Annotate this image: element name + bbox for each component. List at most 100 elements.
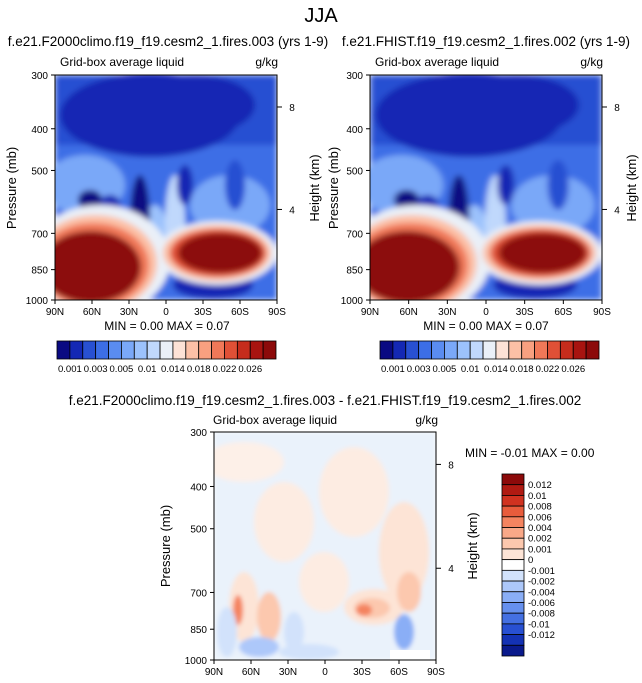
panel-left-title: f.e21.F2000climo.f19_f19.cesm2_1.fires.0… (8, 34, 328, 49)
panel-diff-colorbar-label: -0.002 (528, 577, 555, 588)
panel-right-colorbar-swatch (495, 340, 510, 360)
panel-left-colorbar-swatch (172, 340, 187, 360)
panel-left-x-tick-label: 60S (231, 307, 249, 318)
panel-diff-colorbar-label: -0.012 (528, 630, 555, 641)
panel-diff-y-tick-label: 400 (190, 482, 207, 493)
panel-right-y-tick-label: 700 (346, 229, 363, 240)
panel-diff-colorbar-swatch (501, 634, 525, 646)
panel-diff-colorbar-swatch (501, 495, 525, 507)
panel-left-stats: MIN = 0.00 MAX = 0.07 (104, 319, 230, 333)
panel-left-colorbar-swatch (82, 340, 97, 360)
panel-right-colorbar-swatch (585, 340, 600, 360)
panel-right-colorbar-label: 0.022 (536, 364, 560, 375)
panel-diff-colorbar-swatch (501, 505, 525, 518)
panel-left-colorbar-swatch (69, 340, 84, 360)
panel-diff-y-tick-label: 700 (190, 588, 207, 599)
panel-left-axes: 90N 60N 30N 0 30S 60S 90S 300 400 500 700 850 1000 8 4 (26, 71, 295, 318)
panel-left-x-tick-label: 90N (46, 307, 64, 318)
panel-left-y2label: Height (km) (307, 154, 322, 221)
panel-left-colorbar-swatch (121, 340, 135, 360)
panel-left-x-tick-label: 60N (83, 307, 101, 318)
panel-right-x-tick-label: 90S (593, 307, 611, 318)
panel-right-colorbar: 0.001 0.003 0.005 0.01 0.014 0.018 0.022 0.026 (379, 340, 600, 375)
panel-right-ylabel: Pressure (mb) (326, 147, 341, 229)
panel-right-y-tick-label: 500 (346, 166, 363, 177)
panel-diff-colorbar-swatch (501, 537, 525, 550)
panel-right-y-tick-label: 1000 (341, 296, 364, 307)
panel-right-colorbar-swatch (482, 340, 497, 360)
panel-diff-colorbar-swatch (501, 580, 525, 593)
panel-diff-colorbar-swatch (501, 644, 525, 657)
panel-right-colorbar-swatch (508, 340, 523, 360)
panel-diff-y-tick-label: 1000 (185, 656, 208, 667)
panel-right-x-tick-label: 90N (361, 307, 379, 318)
panel-diff-colorbar-label: -0.01 (528, 619, 550, 630)
panel-diff-y2-tick-label: 8 (448, 460, 454, 471)
panel-right-colorbar-swatch (559, 340, 574, 360)
panel-right-units: g/kg (580, 55, 603, 69)
panel-left-y-tick-label: 300 (31, 71, 48, 82)
panel-left-heatmap (55, 75, 277, 300)
panel-right-colorbar-swatch (379, 340, 394, 360)
panel-diff-y2-tick-label: 4 (448, 564, 454, 575)
panel-diff-title: f.e21.F2000climo.f19_f19.cesm2_1.fires.0… (69, 393, 582, 408)
panel-diff-colorbar-label: 0.006 (528, 512, 552, 523)
panel-diff: f.e21.F2000climo.f19_f19.cesm2_1.fires.0… (69, 393, 595, 678)
panel-diff-x-tick-label: 90S (427, 667, 445, 678)
panel-right: f.e21.FHIST.f19_f19.cesm2_1.fires.002 (y… (326, 34, 639, 375)
figure-title: JJA (304, 5, 338, 27)
panel-left-colorbar-label: 0.003 (84, 364, 108, 375)
panel-left-colorbar-label: 0.018 (187, 364, 211, 375)
panel-right-colorbar-swatch (418, 340, 432, 360)
panel-left-colorbar-swatch (198, 340, 212, 360)
panel-left-colorbar-label: 0.022 (213, 364, 237, 375)
panel-right-variable: Grid-box average liquid (375, 55, 499, 69)
panel-right-colorbar-swatch (547, 340, 561, 360)
panel-right-x-tick-label: 30N (438, 307, 456, 318)
panel-diff-colorbar-label: 0.002 (528, 534, 552, 545)
panel-left-colorbar-swatch (56, 340, 71, 360)
panel-left-colorbar-swatch (108, 340, 122, 360)
panel-diff-colorbar-swatch (501, 559, 525, 571)
panel-diff-x-tick-label: 0 (322, 667, 328, 678)
panel-left-y2-tick-label: 4 (289, 205, 295, 216)
panel-left-y-tick-label: 500 (31, 166, 48, 177)
panel-right-y-tick-label: 850 (346, 266, 363, 277)
panel-left-colorbar-swatch (211, 340, 225, 360)
panel-diff-colorbar-label: -0.008 (528, 609, 555, 620)
panel-left-y-tick-label: 700 (31, 229, 48, 240)
panel-right-stats: MIN = 0.00 MAX = 0.07 (423, 319, 549, 333)
panel-right-title: f.e21.FHIST.f19_f19.cesm2_1.fires.002 (y… (342, 34, 630, 49)
panel-right-colorbar-label: 0.014 (484, 364, 508, 375)
panel-left-y-tick-label: 400 (31, 125, 48, 136)
panel-right-colorbar-label: 0.018 (510, 364, 534, 375)
panel-diff-variable: Grid-box average liquid (213, 413, 337, 427)
panel-diff-y-tick-label: 300 (190, 428, 207, 439)
panel-left-colorbar: 0.001 0.003 0.005 0.01 0.014 0.018 0.022 0.026 (56, 340, 277, 375)
panel-diff-missing-patch (390, 650, 430, 660)
panel-left-colorbar-swatch (262, 340, 277, 360)
panel-right-y-tick-label: 300 (346, 71, 363, 82)
panel-right-x-tick-label: 60N (399, 307, 417, 318)
panel-right-colorbar-label: 0.005 (433, 364, 457, 375)
panel-left-colorbar-swatch (236, 340, 251, 360)
panel-right-y2-tick-label: 8 (614, 103, 620, 114)
panel-left-x-tick-label: 0 (163, 307, 169, 318)
panel-diff-colorbar-label: 0.012 (528, 480, 552, 491)
panel-diff-ylabel: Pressure (mb) (158, 505, 173, 587)
panel-diff-colorbar-swatch (501, 548, 525, 561)
panel-diff-colorbar-label: 0.01 (528, 491, 547, 502)
panel-diff-colorbar-label: 0.001 (528, 544, 552, 555)
panel-right-colorbar-label: 0.001 (381, 364, 405, 375)
panel-diff-x-tick-label: 60S (390, 667, 408, 678)
panel-left-colorbar-swatch (185, 340, 200, 360)
panel-right-colorbar-swatch (534, 340, 548, 360)
panel-right-axes: 90N 60N 30N 0 30S 60S 90S 300 400 500 700 850 1000 8 4 (341, 71, 620, 318)
panel-diff-x-tick-label: 30N (279, 667, 297, 678)
panel-diff-colorbar-swatch (501, 623, 525, 635)
panel-right-y2-tick-label: 4 (614, 205, 620, 216)
panel-diff-y2label: Height (km) (465, 512, 480, 579)
panel-diff-colorbar-swatch (501, 612, 525, 625)
panel-right-colorbar-swatch (405, 340, 420, 360)
panel-right-x-tick-label: 60S (554, 307, 572, 318)
